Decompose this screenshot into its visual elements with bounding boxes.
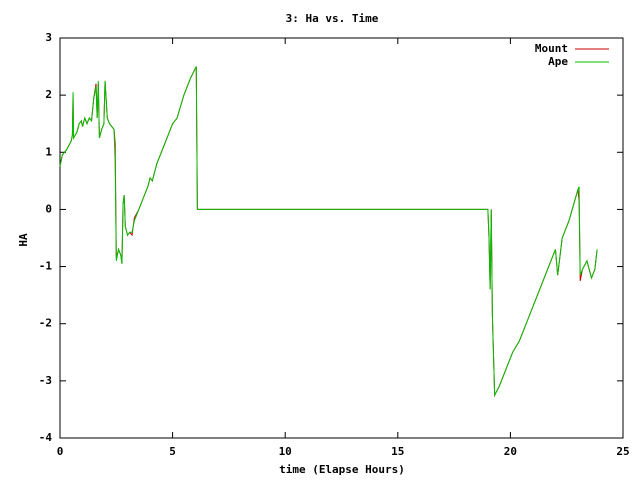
series-line [59, 66, 598, 398]
x-tick-label: 5 [169, 445, 176, 458]
y-tick-label: -2 [39, 317, 52, 330]
y-tick-label: 2 [45, 88, 52, 101]
y-tick-label: -3 [39, 374, 52, 387]
chart-title: 3: Ha vs. Time [286, 12, 379, 25]
x-tick-label: 15 [391, 445, 404, 458]
plot-frame [59, 37, 624, 439]
y-axis-label: HA [17, 233, 30, 247]
x-tick-label: 0 [57, 445, 64, 458]
y-tick-label: -4 [39, 431, 53, 444]
legend-label: Ape [548, 55, 568, 68]
legend-label: Mount [535, 42, 568, 55]
x-tick-label: 10 [279, 445, 292, 458]
y-tick-label: 1 [45, 145, 52, 158]
y-tick-label: 3 [45, 31, 52, 44]
x-tick-label: 20 [504, 445, 517, 458]
y-tick-label: 0 [45, 202, 52, 215]
y-tick-label: -1 [39, 260, 53, 273]
x-axis-label: time (Elapse Hours) [279, 463, 405, 476]
x-tick-label: 25 [616, 445, 629, 458]
